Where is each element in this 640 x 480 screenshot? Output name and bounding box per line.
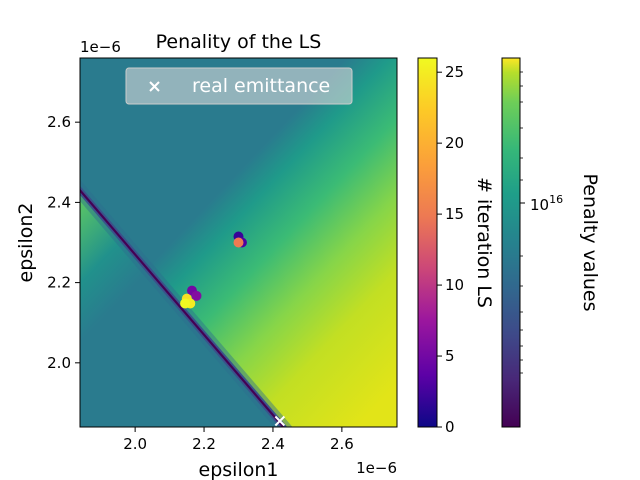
points-layer: [180, 231, 286, 427]
colorbar-iterations-tick-label: 15: [445, 205, 464, 223]
real-emittance-marker-0: [274, 415, 286, 427]
colorbar-iterations-ticks: 0 5 10 15 20 25: [437, 63, 464, 436]
colorbar-penalty-major-tick-label: 1016: [530, 193, 563, 214]
colorbar-iterations-tick-label: 0: [445, 418, 455, 436]
y-tick-label: 2.0: [47, 354, 71, 372]
colorbar-iterations: 0 5 10 15 20 25 # iteration LS: [417, 57, 495, 436]
plot-area: [80, 58, 397, 427]
heatmap-lower-region: [80, 58, 285, 427]
y-tick-label: 2.4: [47, 193, 71, 211]
iteration-point-7: [180, 298, 191, 309]
colorbar-penalty-gradient: [501, 57, 521, 428]
colorbar-iterations-tick-label: 5: [445, 347, 455, 365]
colorbar-iterations-label: # iteration LS: [473, 177, 495, 308]
valley-line: [80, 188, 285, 427]
x-tick-label: 2.0: [123, 435, 147, 453]
legend: real emittance: [125, 67, 353, 105]
x-tick-label: 2.4: [261, 435, 285, 453]
x-axis-label: epsilon1: [199, 459, 279, 480]
iteration-point-2: [233, 237, 244, 248]
y-offset-label: 1e−6: [80, 38, 121, 56]
colorbar-iterations-tick-label: 10: [445, 276, 464, 294]
iteration-point-4: [191, 290, 202, 301]
colorbar-penalty-minor-ticks: [520, 71, 523, 374]
colorbar-penalty-label: Penalty values: [579, 174, 601, 312]
legend-marker-x-icon: [149, 81, 160, 92]
real-emittance-marker-stroke-b: [274, 415, 286, 427]
y-axis-ticks: 2.0 2.2 2.4 2.6: [47, 113, 80, 372]
plot-frame: [79, 57, 398, 428]
chart-title: Penality of the LS: [156, 31, 322, 53]
y-axis-label: epsilon2: [15, 203, 37, 283]
colorbar-iterations-tick-label: 25: [445, 63, 464, 81]
x-tick-label: 2.6: [330, 435, 354, 453]
colorbar-penalty: 1016 Penalty values: [501, 57, 601, 428]
legend-box: [125, 67, 353, 105]
legend-entry-real-emittance: real emittance: [192, 75, 330, 97]
x-axis-ticks: 2.0 2.2 2.4 2.6: [123, 427, 354, 453]
colorbar-iterations-tick-label: 20: [445, 134, 464, 152]
x-offset-label: 1e−6: [356, 459, 397, 477]
y-tick-label: 2.2: [47, 274, 71, 292]
y-tick-label: 2.6: [47, 113, 71, 131]
x-tick-label: 2.2: [192, 435, 216, 453]
colorbar-iterations-gradient: [417, 57, 438, 428]
